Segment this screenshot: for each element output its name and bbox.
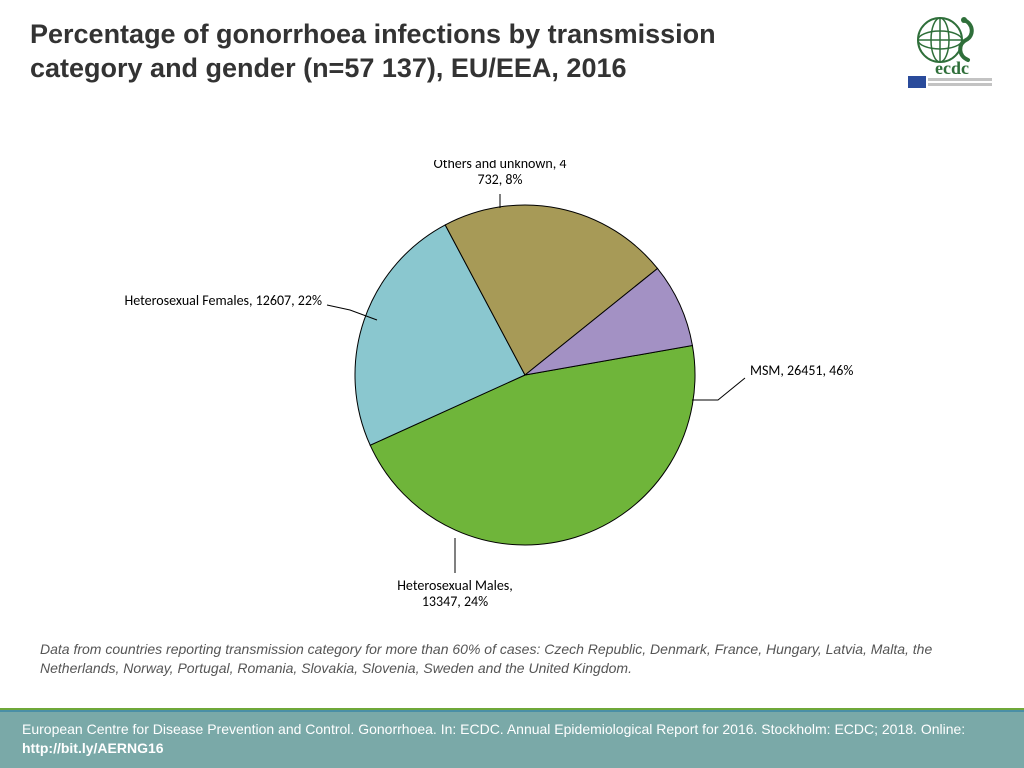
citation-link[interactable]: http://bit.ly/AERNG16 — [22, 740, 164, 756]
page-title: Percentage of gonorrhoea infections by t… — [30, 18, 830, 86]
slice-label-others: Others and unknown, 4732, 8% — [433, 160, 566, 188]
pie-chart: MSM, 26451, 46% Heterosexual Males,13347,… — [0, 160, 1024, 620]
citation-text: European Centre for Disease Prevention a… — [22, 721, 965, 737]
leader-msm — [692, 378, 745, 400]
svg-text:ecdc: ecdc — [935, 58, 969, 78]
slice-label-msm: MSM, 26451, 46% — [750, 362, 853, 379]
ecdc-logo: ecdc — [904, 14, 996, 92]
slice-label-het-males: Heterosexual Males,13347, 24% — [397, 577, 513, 610]
footer: European Centre for Disease Prevention a… — [0, 708, 1024, 768]
slice-label-het-females: Heterosexual Females, 12607, 22% — [125, 292, 322, 309]
data-source-note: Data from countries reporting transmissi… — [40, 640, 980, 678]
